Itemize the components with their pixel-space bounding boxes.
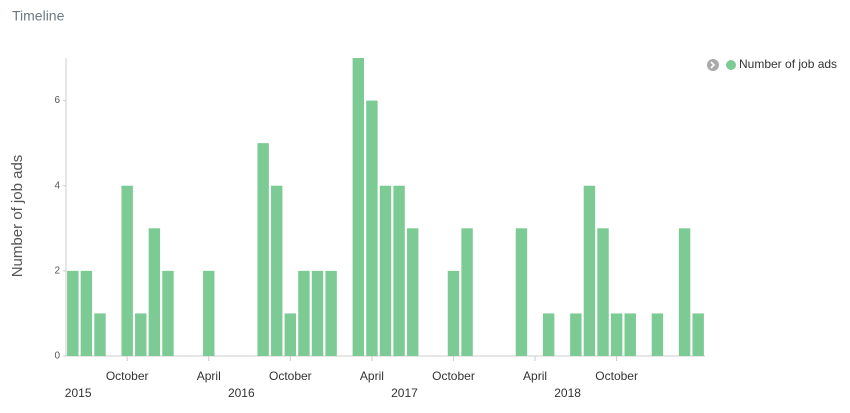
x-tick-label: April — [360, 369, 384, 383]
y-tick-label: 6 — [54, 95, 60, 106]
bar — [624, 313, 636, 356]
legend-label: Number of job ads — [739, 57, 837, 71]
bar — [257, 143, 269, 356]
bar — [203, 270, 215, 356]
bar — [393, 185, 405, 356]
y-tick-label: 4 — [54, 180, 60, 191]
y-tick-label: 0 — [54, 351, 60, 362]
x-tick-label: October — [432, 369, 475, 383]
bar — [583, 185, 596, 356]
year-label: 2016 — [228, 386, 255, 400]
legend-swatch — [726, 60, 736, 70]
bar — [94, 313, 106, 356]
bar — [542, 313, 555, 356]
bar — [135, 313, 147, 356]
bar — [379, 185, 392, 356]
x-tick-label: October — [106, 369, 149, 383]
year-label: 2017 — [391, 386, 418, 400]
bar — [162, 270, 174, 356]
x-tick-label: April — [523, 369, 547, 383]
x-tick-label: April — [197, 369, 221, 383]
bar — [271, 185, 283, 356]
bar — [121, 185, 133, 356]
bar — [447, 270, 460, 356]
bar — [651, 313, 664, 356]
bar — [80, 270, 93, 356]
bar — [284, 313, 297, 356]
bar — [610, 313, 623, 356]
bar — [325, 270, 337, 356]
legend-icon[interactable] — [707, 59, 719, 71]
x-tick-label: October — [269, 369, 312, 383]
bar — [311, 270, 324, 356]
bar — [678, 228, 691, 356]
bar — [406, 228, 419, 356]
bar — [366, 100, 378, 356]
bar — [148, 228, 161, 356]
bar — [461, 228, 473, 356]
x-tick-label: October — [595, 369, 638, 383]
bar — [597, 228, 609, 356]
bar — [570, 313, 582, 356]
bar — [692, 313, 704, 356]
chart-title: Timeline — [12, 8, 65, 24]
bar — [352, 58, 365, 356]
bar — [298, 270, 310, 356]
year-label: 2018 — [554, 386, 581, 400]
bar — [515, 228, 528, 356]
bar — [67, 270, 79, 356]
y-axis-label: Number of job ads — [9, 155, 26, 278]
year-label: 2015 — [65, 386, 92, 400]
y-tick-label: 2 — [54, 265, 60, 276]
